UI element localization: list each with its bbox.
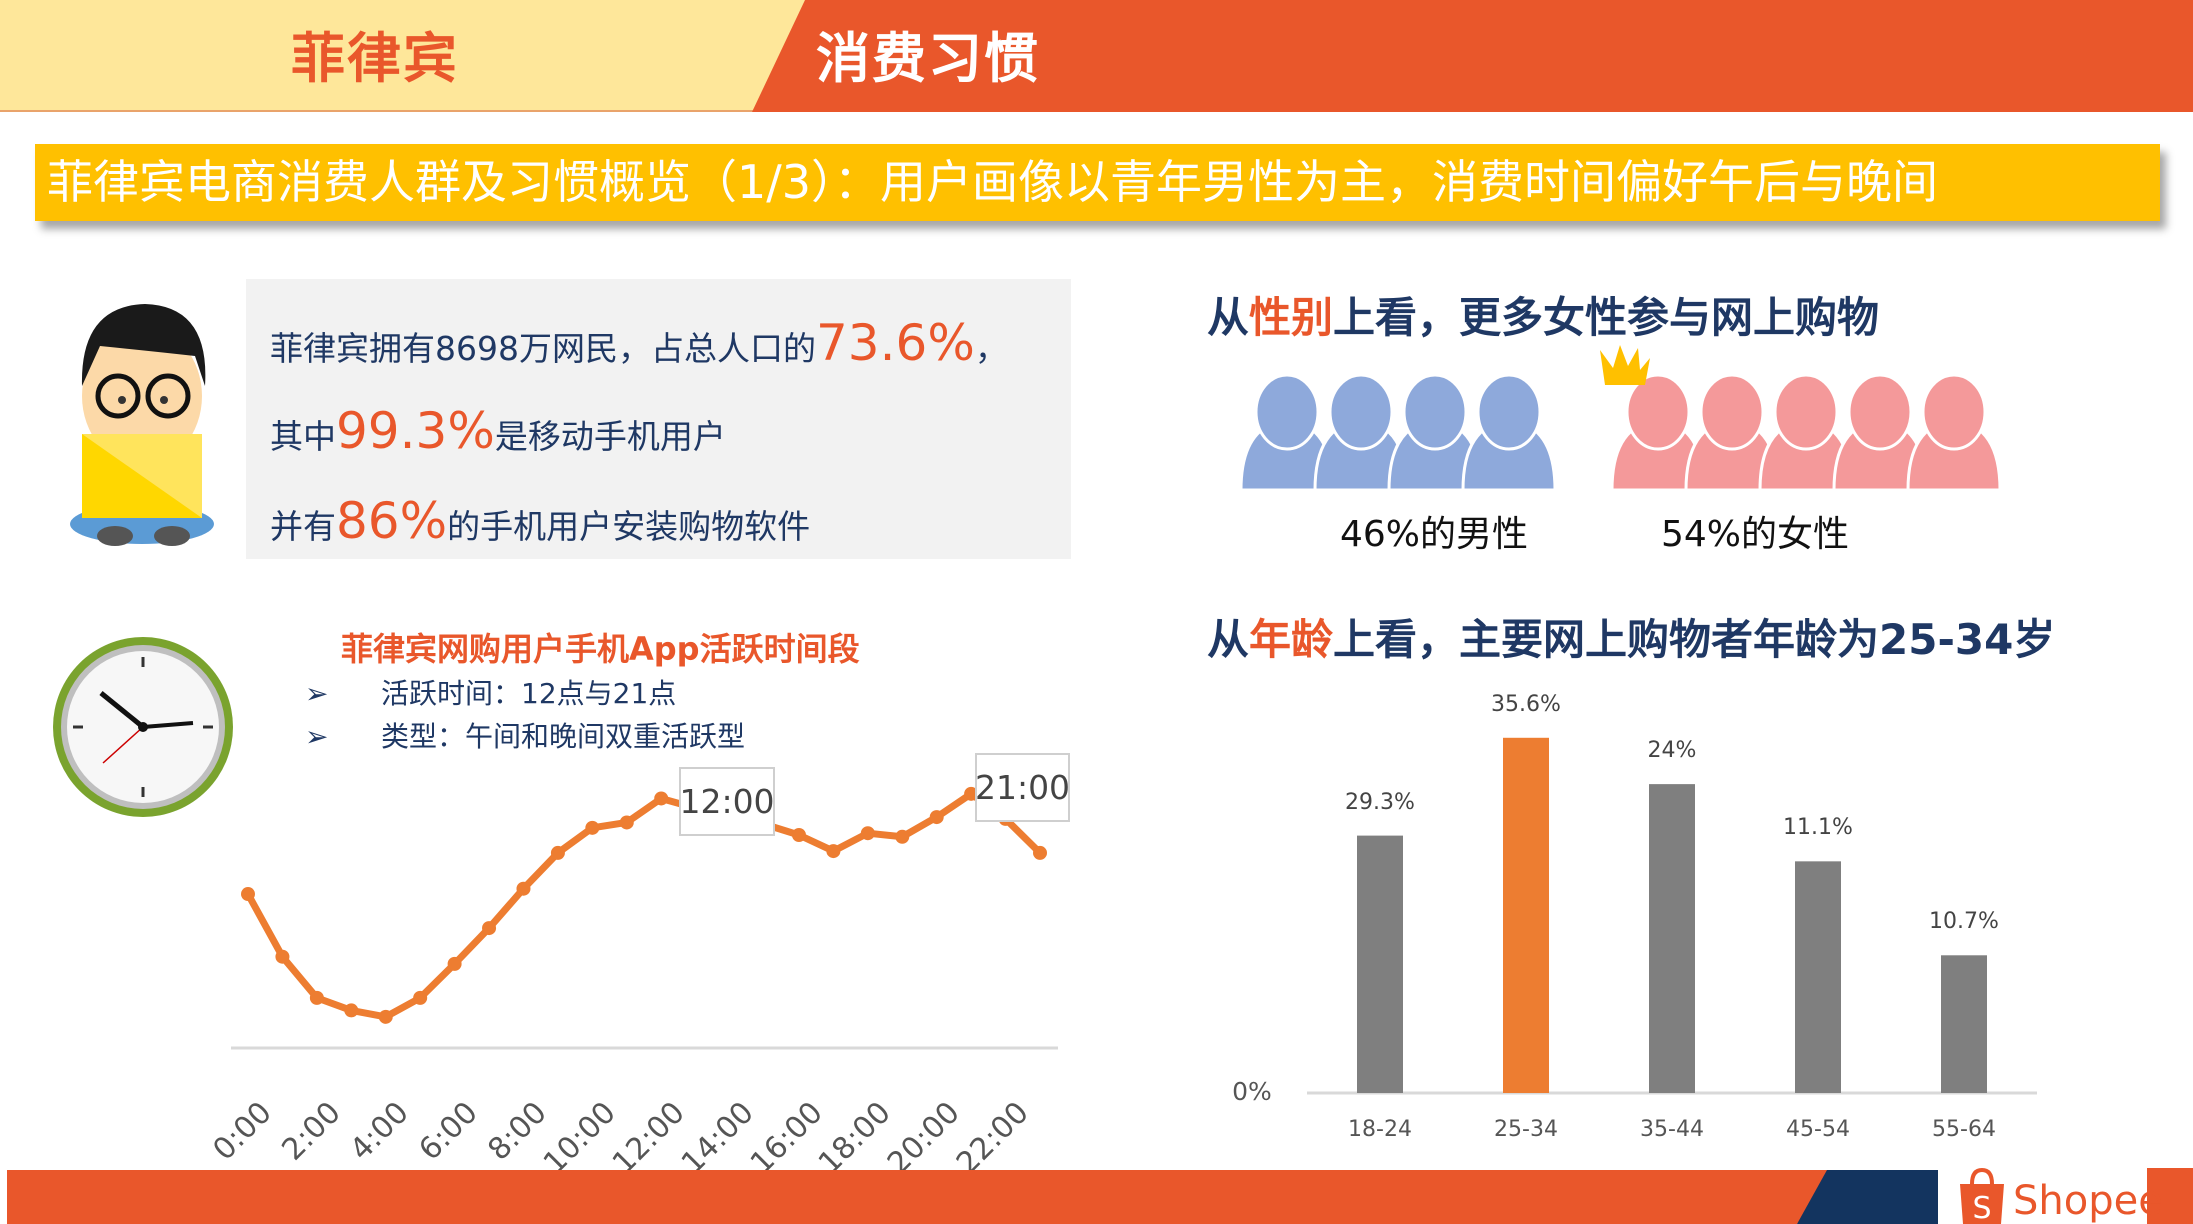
male-person-icon [1461,373,1557,492]
stat-text: 是移动手机用户 [494,417,726,456]
gender-heading: 从性别上看，更多女性参与网上购物 [1207,284,1879,345]
y-tick-label: 0% [1232,1077,1272,1106]
time-callout: 21:00 [975,753,1070,822]
stat-highlight: 86% [336,492,448,550]
activity-point-17:00 [826,844,841,859]
x-category-label: 35-44 [1640,1117,1704,1142]
activity-point-12:00 [654,791,669,806]
activity-point-6:00 [447,956,462,971]
bullet-item: ➢ 活跃时间：12点与21点 [305,672,676,712]
age-heading: 从年龄上看，主要网上购物者年龄为25-34岁 [1207,606,2055,667]
bar-25-34 [1503,737,1549,1093]
stat-line-1: 菲律宾拥有8698万网民，占总人口的73.6%， [270,313,1008,379]
heading-text: 上看，更多女性参与网上购物 [1333,293,1880,342]
activity-point-11:00 [619,815,634,830]
activity-point-18:00 [860,826,875,841]
arrow-right-icon: ➢ [305,720,329,753]
stat-text: 的手机用户安装购物软件 [447,507,811,546]
bar-18-24 [1357,835,1403,1093]
stat-text: ， [974,329,1008,368]
stat-text: 其中 [270,417,336,456]
heading-text: 上看，主要网上购物者年龄为25-34岁 [1333,615,2056,664]
footer-band-orange [7,1170,1837,1224]
logo-text: Shopee [2013,1178,2163,1224]
stat-highlight: 99.3% [336,402,495,460]
arrow-right-icon: ➢ [305,677,329,710]
bar-55-64 [1941,955,1987,1093]
section-title: 消费习惯 [816,27,1040,90]
heading-text: 从 [1207,615,1250,664]
country-title: 菲律宾 [291,27,459,90]
heading-highlight: 年龄 [1249,615,1334,664]
shopping-bag-icon: S [1960,1168,2004,1224]
activity-point-16:00 [791,827,806,842]
svg-text:S: S [1972,1191,1991,1224]
activity-point-5:00 [413,990,428,1005]
bar-data-label: 11.1% [1783,815,1853,841]
footer-band-right [2147,1168,2193,1224]
male-label: 46%的男性 [1340,514,1529,555]
activity-point-3:00 [344,1003,359,1018]
activity-point-10:00 [585,820,600,835]
activity-chart-title: 菲律宾网购用户手机App活跃时间段 [341,630,860,668]
activity-point-2:00 [309,990,324,1005]
header-right-band [752,0,2193,112]
bar-data-label: 29.3% [1345,789,1415,815]
page-title-banner: 菲律宾电商消费人群及习惯概览（1/3）：用户画像以青年男性为主，消费时间偏好午后… [35,144,2160,221]
bar-data-label: 35.6% [1491,691,1561,717]
activity-line [244,790,1043,1021]
clock-icon [53,637,233,817]
bar-data-label: 10.7% [1929,909,1999,935]
bar-35-44 [1649,784,1695,1093]
activity-point-23:00 [1033,845,1047,860]
activity-point-19:00 [895,829,910,844]
x-category-label: 55-64 [1932,1117,1996,1142]
bar-45-54 [1795,861,1841,1093]
activity-point-0:00 [241,887,255,902]
bar-data-label: 24% [1647,738,1697,764]
female-person-icon [1906,373,2000,492]
heading-text: 从 [1207,293,1250,342]
stat-text: 菲律宾拥有8698万网民，占总人口的 [270,329,816,368]
header-left-band [0,0,820,112]
bullet-item: ➢ 类型：午间和晚间双重活跃型 [305,715,745,755]
female-person-icon [1832,373,1928,492]
activity-point-1:00 [275,949,290,964]
x-category-label: 25-34 [1494,1117,1558,1142]
male-person-icon [1387,373,1483,492]
activity-point-21:00 [964,786,979,801]
crown-icon [1600,345,1650,385]
x-category-label: 18-24 [1348,1117,1412,1142]
time-callout: 12:00 [679,767,775,836]
shopee-logo: S Shopee [1957,1168,2163,1224]
gender-people-icons [1239,345,2000,492]
activity-point-7:00 [482,921,497,936]
internet-stats-box: 菲律宾拥有8698万网民，占总人口的73.6%， 其中99.3%是移动手机用户 … [246,279,1071,559]
female-label: 54%的女性 [1661,514,1850,555]
bullet-text: 活跃时间：12点与21点 [381,677,677,710]
heading-highlight: 性别 [1249,293,1334,342]
male-person-icon [1239,373,1335,492]
x-category-label: 45-54 [1786,1117,1850,1142]
female-person-icon [1684,373,1780,492]
bullet-text: 类型：午间和晚间双重活跃型 [381,720,746,753]
activity-point-4:00 [378,1009,393,1024]
stat-line-3: 并有86%的手机用户安装购物软件 [270,491,810,557]
activity-point-9:00 [550,845,565,860]
activity-point-8:00 [516,881,531,896]
activity-point-20:00 [929,810,944,825]
stat-line-2: 其中99.3%是移动手机用户 [270,401,726,467]
stat-text: 并有 [270,507,336,546]
student-laptop-illustration [70,304,214,546]
stat-highlight: 73.6% [815,314,975,372]
